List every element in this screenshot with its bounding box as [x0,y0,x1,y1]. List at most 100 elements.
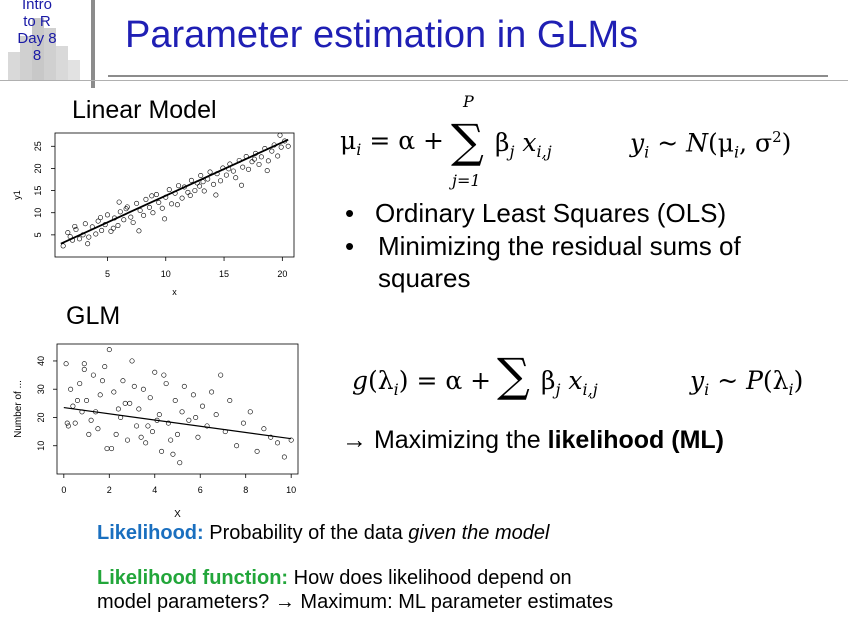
data-point [176,183,182,189]
data-point [227,398,233,404]
data-point [186,417,192,423]
data-point [256,161,262,167]
data-point [185,189,191,195]
data-point [76,236,82,242]
data-point [234,443,240,449]
x-tick-label: 10 [161,269,171,279]
data-point [134,200,140,206]
x-tick-label: 4 [152,485,157,495]
data-point [159,205,165,211]
data-point [90,372,96,378]
glm-chart-area: 0 2 4 6 8 10 10 20 30 40 X Number of ... [13,343,299,520]
data-point [124,437,130,443]
data-point [116,199,122,205]
data-point [190,392,196,398]
x-axis-label: x [172,287,177,297]
sum-upper-limit: P [463,92,474,111]
data-point [63,361,69,367]
y-tick-label: 25 [33,141,43,151]
logo-line-3: Day 8 [17,30,57,47]
glm-sum-symbol: ∑ [497,348,530,402]
data-point [97,392,103,398]
data-point [147,395,153,401]
data-point [218,178,224,184]
likelihood-definition: Likelihood: Probability of the data give… [97,521,549,545]
data-point [168,437,174,443]
plot-frame [54,132,295,258]
data-point [275,153,281,159]
data-point [85,241,91,247]
data-point [198,173,204,179]
data-point [138,434,144,440]
data-point [211,181,217,187]
data-point [99,227,105,233]
likelihood-function-term: Likelihood function: [97,567,289,589]
data-point [174,202,180,208]
data-point [65,423,71,429]
data-point [110,225,116,231]
data-point [275,440,281,446]
data-point [109,446,115,452]
data-point [258,154,264,160]
data-point [169,201,175,207]
likelihood-function-definition: Likelihood function: How does likelihood… [97,566,613,614]
data-point [233,175,239,181]
data-point [163,381,169,387]
linear-model-scatter-plot: 5 10 15 20 5 10 15 20 25 x y1 [12,132,295,297]
data-point [68,386,74,392]
data-point [86,234,92,240]
data-point [121,217,127,223]
data-point [81,366,87,372]
y-tick-label: 10 [33,208,43,218]
data-point [106,347,112,353]
y-axis-label: Number of ... [13,380,24,438]
data-point [156,200,162,206]
x-tick-label: 6 [198,485,203,495]
data-point [146,204,152,210]
data-point [181,383,187,389]
data-point [95,426,101,432]
data-point [130,219,136,225]
glm-formula: g(λi) = α + [352,366,492,399]
regression-line [63,406,292,440]
plot-frame [56,343,299,475]
maximizing-text: → Maximizing the [342,426,548,454]
data-point [93,231,99,237]
data-point [115,223,121,229]
data-point [72,420,78,426]
data-point [99,378,105,384]
data-point [104,446,110,452]
data-point [70,403,76,409]
data-point [81,361,87,367]
data-point [179,409,185,415]
data-point [170,451,176,457]
data-point [152,369,158,375]
data-point [82,221,88,227]
data-point [104,212,110,218]
data-point [195,434,201,440]
data-point [153,192,159,198]
glm-distribution: yi ~ P(λi) [690,366,804,399]
data-point [122,400,128,406]
data-point [117,209,123,215]
data-point [179,195,185,201]
data-point [134,423,140,429]
data-point [156,412,162,418]
data-point [204,423,210,429]
data-point [129,358,135,364]
data-point [251,156,257,162]
data-point [108,228,114,234]
likelihood-function-text-2: model parameters? → Maximum: ML paramete… [97,591,614,613]
data-point [149,193,155,199]
data-point [84,398,90,404]
linear-model-distribution: yi ~ N(μi, σ2) [630,128,792,162]
course-logo-histogram [8,18,80,80]
data-point [161,372,167,378]
data-point [197,183,203,189]
data-point [247,409,253,415]
bullet-ols: • Ordinary Least Squares (OLS) [345,198,727,228]
data-point [249,159,255,165]
y-tick-label: 15 [33,186,43,196]
glm-scatter-plot: 0 2 4 6 8 10 10 20 30 40 X Number of ... [13,343,299,520]
data-point [64,420,70,426]
